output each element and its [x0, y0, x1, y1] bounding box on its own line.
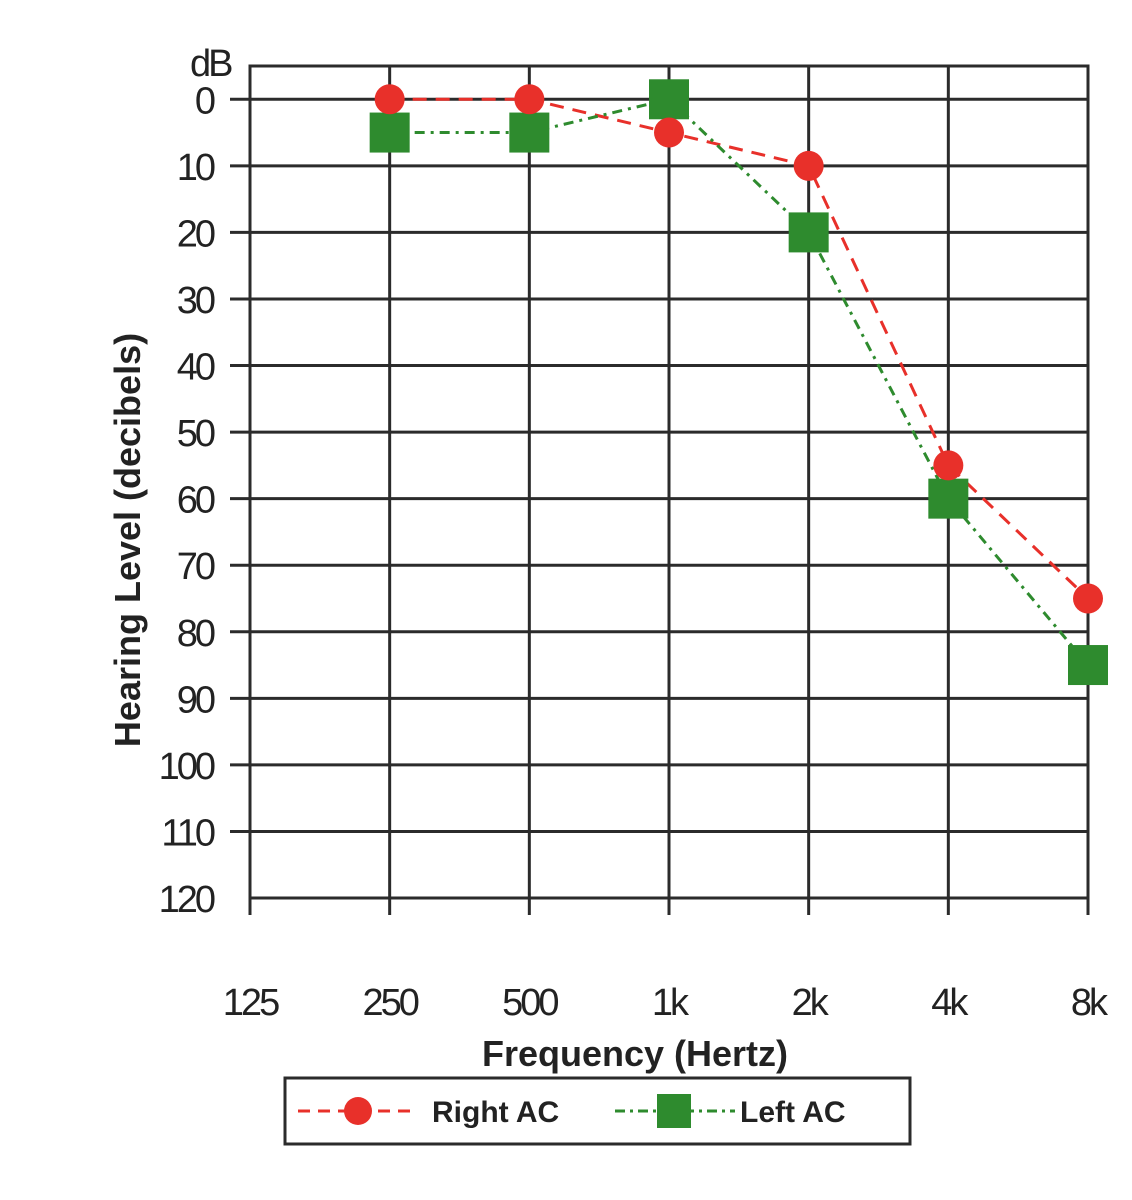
right-ac-point-500 — [514, 84, 545, 115]
legend-left-label: Left AC — [740, 1096, 846, 1129]
x-tick-label: 125 — [223, 982, 279, 1024]
y-axis-title: Hearing Level (decibels) — [107, 333, 148, 747]
right-ac-point-250 — [374, 84, 405, 115]
left-ac-point-1k — [649, 79, 689, 120]
legend-right-label: Right AC — [432, 1096, 559, 1129]
x-tick-label: 500 — [502, 982, 558, 1024]
y-tick-label: 80 — [177, 613, 215, 655]
y-tick-label: 10 — [177, 147, 215, 189]
left-ac-point-500 — [509, 112, 550, 153]
right-ac-point-4k — [933, 450, 964, 481]
y-tick-label: 20 — [177, 213, 215, 255]
series-line-right-ac — [389, 97, 1090, 600]
label-layer: 0 10 20 30 40 50 60 70 80 90 100 110 120 125 250 500 1k 2… — [159, 80, 1112, 1024]
x-axis-title: Frequency (Hertz) — [482, 1033, 788, 1074]
legend-right-marker — [344, 1097, 372, 1125]
y-unit-label: dB — [190, 43, 232, 85]
x-tick-label: 250 — [362, 982, 418, 1024]
right-ac-point-1k — [654, 117, 684, 148]
legend: Right AC Left AC — [283, 1076, 912, 1146]
x-tick-label: 1k — [652, 982, 690, 1024]
y-tick-label: 0 — [195, 80, 215, 122]
right-ac-point-8k — [1073, 583, 1103, 614]
x-tick-label: 2k — [792, 982, 830, 1024]
y-tick-label: 30 — [177, 280, 215, 322]
y-tick-label: 50 — [177, 413, 215, 455]
y-tick-label: 110 — [161, 812, 214, 854]
y-tick-label: 120 — [159, 879, 215, 921]
series-line-left-ac — [389, 97, 1090, 667]
y-tick-label: 90 — [177, 679, 215, 721]
series-layer — [369, 79, 1108, 686]
x-tick-label: 4k — [931, 982, 969, 1024]
legend-left-marker — [657, 1094, 691, 1128]
left-ac-point-2k — [788, 212, 829, 253]
x-tick-label: 8k — [1071, 982, 1109, 1024]
y-tick-label: 60 — [177, 480, 215, 522]
y-tick-label: 70 — [177, 546, 215, 588]
y-tick-label: 40 — [177, 347, 215, 389]
y-tick-label: 100 — [159, 746, 215, 788]
right-ac-point-2k — [793, 150, 824, 181]
left-ac-point-4k — [928, 478, 969, 519]
left-ac-point-8k — [1068, 645, 1108, 686]
left-ac-point-250 — [369, 112, 410, 153]
